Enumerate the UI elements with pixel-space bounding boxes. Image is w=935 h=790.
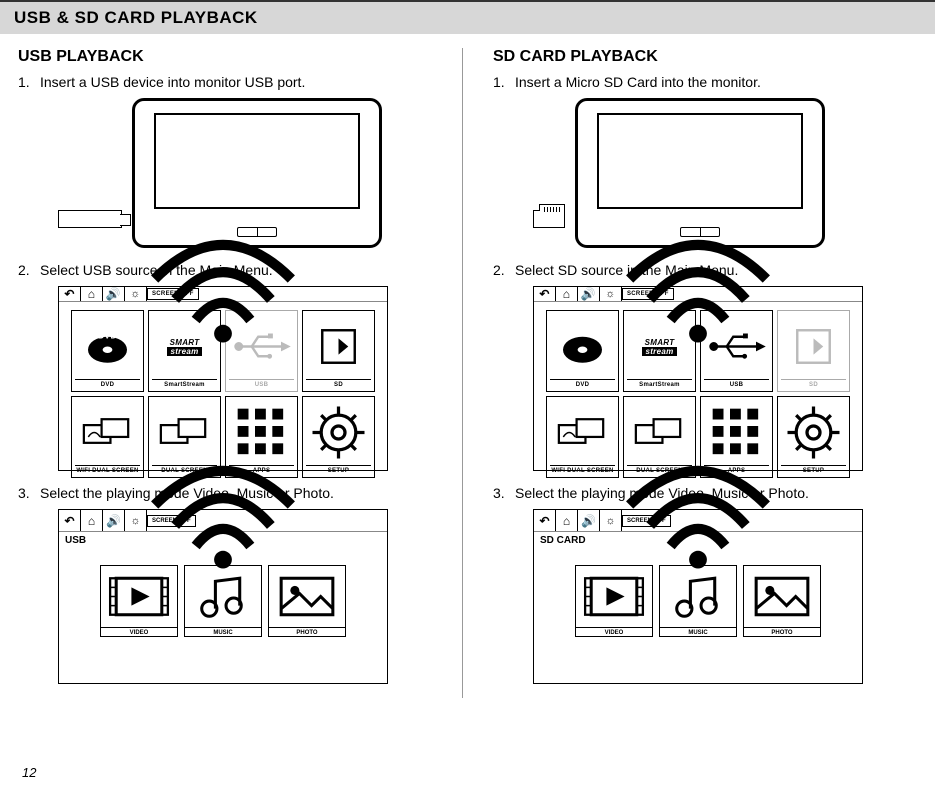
tile-label: MUSIC	[185, 627, 261, 636]
monitor-buttons	[680, 227, 720, 237]
home-icon: ⌂	[81, 287, 103, 301]
step-text: Insert a USB device into monitor USB por…	[40, 74, 305, 90]
topbar: ↶ ⌂ 🔊 ☼ SCREEN OFF	[59, 510, 387, 532]
topbar: ↶ ⌂ 🔊 ☼ SCREEN OFF	[59, 287, 387, 302]
sdcard-icon	[533, 204, 565, 228]
usb-playback-column: USB PLAYBACK 1.Insert a USB device into …	[18, 48, 462, 698]
main-menu-screen-sd: ↶ ⌂ 🔊 ☼ SCREEN OFF DVD SMARTstreamSmartS…	[533, 286, 863, 471]
topbar: ↶ ⌂ 🔊 ☼ SCREEN OFF	[534, 510, 862, 532]
sd-heading: SD CARD PLAYBACK	[493, 48, 917, 66]
mode-screen-sd: ↶ ⌂ 🔊 ☼ SCREEN OFF SD CARD VIDEO MUSIC P…	[533, 509, 863, 684]
back-icon: ↶	[59, 287, 81, 301]
wifi-icon	[141, 464, 305, 576]
mode-screen-usb: ↶ ⌂ 🔊 ☼ SCREEN OFF USB VIDEO MUSIC PHOTO	[58, 509, 388, 684]
volume-icon: 🔊	[103, 510, 125, 531]
page-title-bar: USB & SD CARD PLAYBACK	[0, 0, 935, 34]
wifi-icon	[141, 238, 305, 350]
tile-label: SmartStream	[152, 379, 217, 388]
volume-icon: 🔊	[578, 510, 600, 531]
page-number: 12	[22, 765, 36, 780]
tile-label: WIFI DUAL SCREEN	[550, 465, 615, 474]
main-menu-screen-usb: ↶ ⌂ 🔊 ☼ SCREEN OFF DVDDVD SMARTstreamSma…	[58, 286, 388, 471]
tile-label: DVD	[550, 379, 615, 388]
tile-label: PHOTO	[269, 627, 345, 636]
volume-icon: 🔊	[103, 287, 125, 301]
tile-setup: SETUP	[777, 396, 850, 478]
back-icon: ↶	[534, 510, 556, 531]
home-icon: ⌂	[556, 510, 578, 531]
tile-label: MUSIC	[660, 627, 736, 636]
sd-playback-column: SD CARD PLAYBACK 1.Insert a Micro SD Car…	[462, 48, 917, 698]
topbar: ↶ ⌂ 🔊 ☼ SCREEN OFF	[534, 287, 862, 302]
tile-label: VIDEO	[101, 627, 177, 636]
tile-dvd: DVD	[546, 310, 619, 392]
wifi-icon	[616, 464, 780, 576]
tile-wifi-dual: WIFI DUAL SCREEN	[546, 396, 619, 478]
tile-wifi-dual: WIFI DUAL SCREEN	[71, 396, 144, 478]
sd-monitor-illustration	[533, 98, 917, 248]
tile-label: DVD	[75, 379, 140, 388]
tile-sd-selected: SD	[777, 310, 850, 392]
back-icon: ↶	[534, 287, 556, 301]
step-1: 1.Insert a USB device into monitor USB p…	[18, 74, 442, 90]
home-icon: ⌂	[81, 510, 103, 531]
monitor-buttons	[237, 227, 277, 237]
tile-label: SD	[306, 379, 371, 388]
tile-sd: SD	[302, 310, 375, 392]
tile-label: VIDEO	[576, 627, 652, 636]
tile-label: SETUP	[781, 465, 846, 474]
volume-icon: 🔊	[578, 287, 600, 301]
tile-setup: SETUP	[302, 396, 375, 478]
monitor-graphic	[575, 98, 825, 248]
wifi-icon	[616, 238, 780, 350]
screen-area	[154, 113, 359, 209]
tile-label: PHOTO	[744, 627, 820, 636]
home-icon: ⌂	[556, 287, 578, 301]
tile-label: SETUP	[306, 465, 371, 474]
usb-monitor-illustration	[58, 98, 442, 248]
tile-label: WIFI DUAL SCREEN	[75, 465, 140, 474]
screen-area	[597, 113, 802, 209]
usb-stick-icon	[58, 210, 122, 228]
usb-heading: USB PLAYBACK	[18, 48, 442, 66]
tile-label: SD	[781, 379, 846, 388]
step-text: Insert a Micro SD Card into the monitor.	[515, 74, 761, 90]
step-1: 1.Insert a Micro SD Card into the monito…	[493, 74, 917, 90]
svg-text:DVD: DVD	[98, 331, 117, 340]
back-icon: ↶	[59, 510, 81, 531]
tile-label: USB	[229, 379, 294, 388]
tile-dvd: DVD DVD	[71, 310, 144, 392]
tile-label: USB	[704, 379, 769, 388]
content-columns: USB PLAYBACK 1.Insert a USB device into …	[0, 34, 935, 698]
monitor-graphic	[132, 98, 382, 248]
tile-label: SmartStream	[627, 379, 692, 388]
